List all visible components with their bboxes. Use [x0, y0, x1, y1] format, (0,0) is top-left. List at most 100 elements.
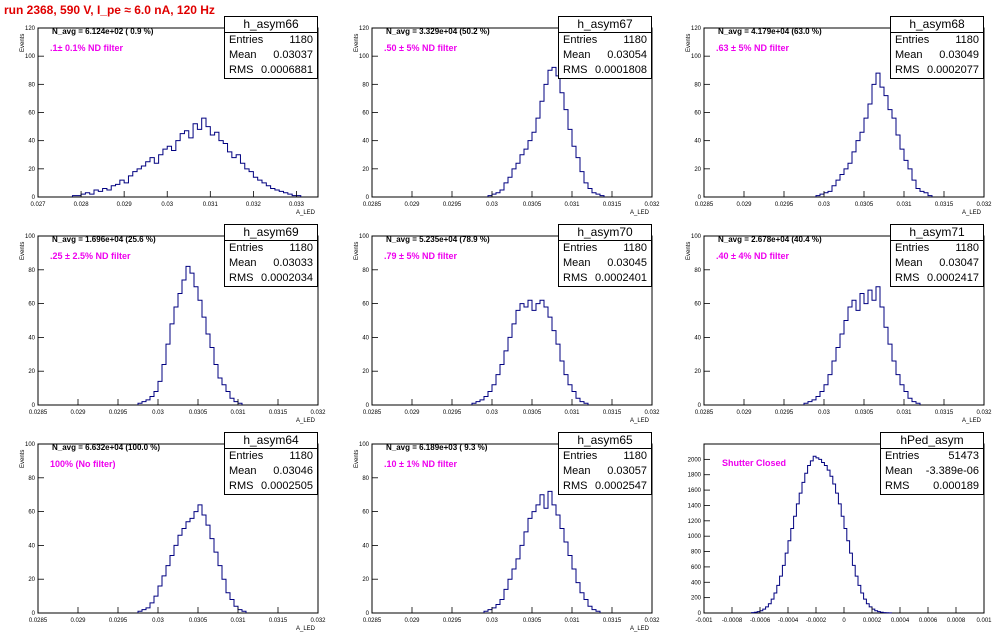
- navg-text: N_avg = 4.179e+04 (63.0 %): [718, 27, 822, 36]
- x-tick-label: 0.03: [152, 410, 164, 416]
- x-tick-label: 0.03: [486, 618, 498, 624]
- filter-label: .1± 0.1% ND filter: [50, 43, 123, 53]
- x-tick-label: 0.0305: [523, 410, 542, 416]
- stats-row-entries: Entries 1180: [559, 33, 651, 48]
- stats-value-rms: 0.0002401: [595, 272, 647, 284]
- y-tick-label: 0: [698, 195, 702, 201]
- x-tick-label: 0.028: [74, 202, 90, 208]
- x-axis-title: A_LED: [962, 418, 982, 424]
- x-tick-label: 0.0315: [935, 410, 954, 416]
- y-tick-label: 800: [691, 550, 702, 556]
- x-tick-label: 0.0315: [269, 618, 288, 624]
- stats-box: h_asym64 Entries 1180 Mean 0.03046 RMS 0.00025…: [224, 432, 318, 495]
- x-tick-label: 0.033: [289, 202, 305, 208]
- y-tick-label: 80: [362, 476, 369, 482]
- x-tick-label: 0.029: [70, 618, 86, 624]
- histogram-panel-h_asym64: 0.0285 0.029 0.0295 0.03 0.0305 0.031 0.0315 0.…: [0, 430, 328, 637]
- x-tick-label: 0.0285: [363, 618, 382, 624]
- y-tick-label: 100: [359, 234, 370, 240]
- stats-row-entries: Entries 1180: [559, 241, 651, 256]
- x-tick-label: 0.029: [404, 202, 420, 208]
- y-tick-label: 0: [366, 403, 370, 409]
- x-tick-label: 0.0315: [935, 202, 954, 208]
- stats-row-mean: Mean 0.03046: [225, 464, 317, 479]
- stats-value-mean: -3.389e-06: [925, 465, 979, 477]
- y-tick-label: 40: [362, 139, 369, 145]
- x-tick-label: 0.0305: [855, 202, 874, 208]
- x-tick-label: 0.0285: [695, 202, 714, 208]
- y-tick-label: 40: [694, 335, 701, 341]
- x-tick-label: 0.0295: [443, 618, 462, 624]
- y-tick-label: 80: [694, 268, 701, 274]
- y-axis-title: Events: [686, 241, 692, 260]
- stats-label: RMS: [563, 480, 588, 492]
- filter-label: 100% (No filter): [50, 459, 116, 469]
- navg-text: N_avg = 6.632e+04 (100.0 %): [52, 443, 161, 452]
- y-tick-label: 0: [698, 403, 702, 409]
- stats-row-rms: RMS 0.0002077: [891, 63, 983, 78]
- stats-box: h_asym66 Entries 1180 Mean 0.03037 RMS 0.00068…: [224, 16, 318, 79]
- histogram-plot: 0.0285 0.029 0.0295 0.03 0.0305 0.031 0.0315 0.…: [359, 26, 660, 208]
- y-tick-label: 100: [691, 54, 702, 60]
- stats-value-mean: 0.03033: [273, 257, 313, 269]
- x-tick-label: 0.001: [976, 618, 992, 624]
- x-tick-label: 0.032: [644, 618, 660, 624]
- y-axis-title: Events: [354, 241, 360, 260]
- stats-value-entries: 1180: [289, 242, 313, 254]
- x-tick-label: 0.0285: [29, 410, 48, 416]
- stats-row-rms: RMS 0.0002547: [559, 479, 651, 494]
- x-tick-label: 0.032: [644, 410, 660, 416]
- stats-label: RMS: [229, 480, 254, 492]
- x-tick-label: 0.0305: [189, 410, 208, 416]
- y-tick-label: 0: [366, 195, 370, 201]
- y-tick-label: 100: [359, 442, 370, 448]
- x-tick-label: 0.0295: [443, 410, 462, 416]
- x-tick-label: -0.001: [695, 618, 713, 624]
- stats-label: Entries: [229, 450, 264, 462]
- histogram-plot: 0.0285 0.029 0.0295 0.03 0.0305 0.031 0.0315 0.…: [691, 26, 992, 208]
- y-tick-label: 20: [362, 577, 369, 583]
- stats-box: hPed_asym Entries 51473 Mean -3.389e-06 RMS 0.…: [880, 432, 984, 495]
- stats-histogram-name: h_asym64: [225, 433, 317, 449]
- stats-histogram-name: h_asym66: [225, 17, 317, 33]
- y-tick-label: 200: [691, 596, 702, 602]
- stats-histogram-name: h_asym71: [891, 225, 983, 241]
- x-tick-label: 0.0305: [855, 410, 874, 416]
- y-tick-label: 0: [698, 611, 702, 617]
- histogram-panel-h_asym70: 0.0285 0.029 0.0295 0.03 0.0305 0.031 0.0315 0.…: [334, 222, 662, 429]
- navg-text: N_avg = 2.678e+04 (40.4 %): [718, 235, 822, 244]
- histogram-panel-h_asym66: 0.027 0.028 0.029 0.03 0.031 0.032 0.033 0 20 40 6…: [0, 14, 328, 221]
- histogram-panel-h_asym69: 0.0285 0.029 0.0295 0.03 0.0305 0.031 0.0315 0.…: [0, 222, 328, 429]
- y-tick-label: 120: [691, 26, 702, 32]
- y-axis-title: Events: [20, 449, 26, 468]
- stats-value-rms: 0.0006881: [261, 64, 313, 76]
- y-tick-label: 80: [28, 82, 35, 88]
- stats-label: Mean: [229, 465, 257, 477]
- stats-value-rms: 0.0001808: [595, 64, 647, 76]
- stats-row-rms: RMS 0.0002417: [891, 271, 983, 286]
- stats-label: Entries: [563, 242, 598, 254]
- stats-value-rms: 0.0002505: [261, 480, 313, 492]
- navg-text: N_avg = 6.189e+03 ( 9.3 %): [386, 443, 488, 452]
- filter-label: .79 ± 5% ND filter: [384, 251, 457, 261]
- y-tick-label: 20: [28, 167, 35, 173]
- histogram-line: [815, 72, 933, 197]
- stats-label: RMS: [563, 272, 588, 284]
- stats-value-mean: 0.03046: [273, 465, 313, 477]
- y-tick-label: 40: [28, 139, 35, 145]
- x-tick-label: 0.032: [310, 618, 326, 624]
- stats-value-entries: 51473: [948, 450, 979, 462]
- histogram-plot: 0.0285 0.029 0.0295 0.03 0.0305 0.031 0.0315 0.…: [25, 442, 326, 624]
- y-tick-label: 1400: [688, 503, 702, 509]
- x-tick-label: 0.03: [818, 410, 830, 416]
- stats-label: Mean: [885, 465, 913, 477]
- x-tick-label: 0.031: [564, 618, 580, 624]
- histogram-plot: 0.0285 0.029 0.0295 0.03 0.0305 0.031 0.0315 0.…: [25, 234, 326, 416]
- stats-box: h_asym71 Entries 1180 Mean 0.03047 RMS 0.00024…: [890, 224, 984, 287]
- x-tick-label: 0.032: [310, 410, 326, 416]
- y-tick-label: 80: [28, 476, 35, 482]
- stats-label: RMS: [229, 272, 254, 284]
- filter-label: .10 ± 1% ND filter: [384, 459, 457, 469]
- x-tick-label: 0.0285: [695, 410, 714, 416]
- x-axis-title: A_LED: [296, 626, 316, 632]
